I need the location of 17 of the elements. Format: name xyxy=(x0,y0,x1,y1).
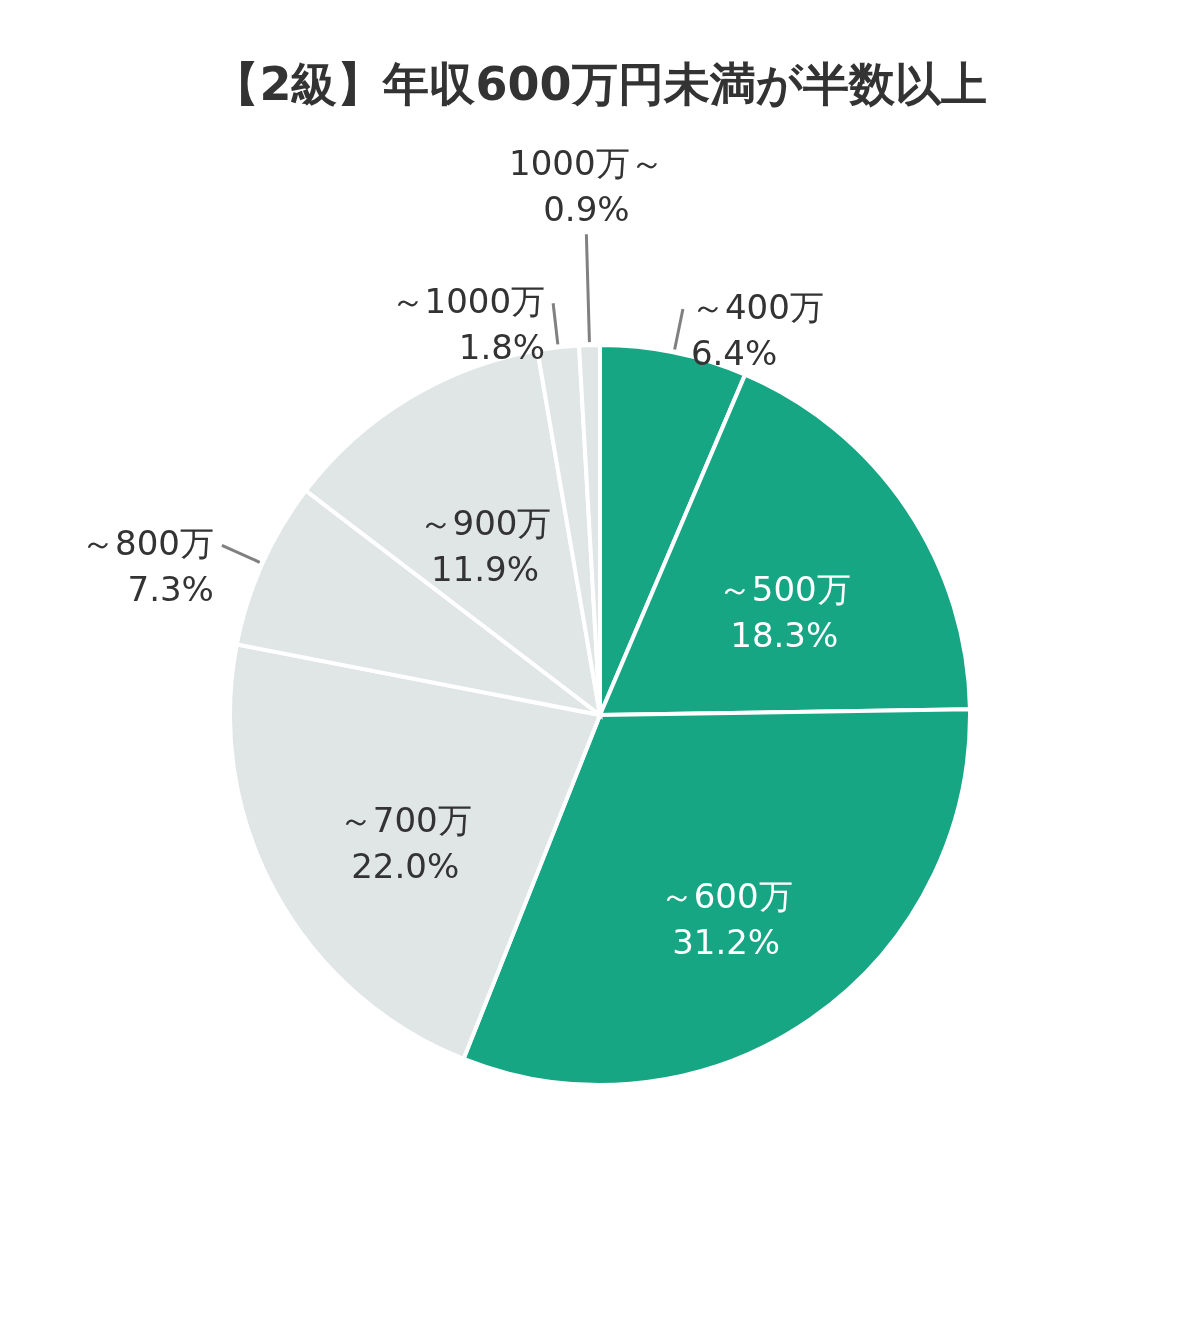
slice-label: ～600万 xyxy=(659,875,793,916)
data-label: 1.8% xyxy=(458,327,546,368)
data-label: 6.4% xyxy=(690,332,778,373)
slice-label: ～500万 xyxy=(717,569,851,610)
data-label: 7.3% xyxy=(127,569,214,610)
slice-label: ～700万 xyxy=(338,799,472,840)
slice-label: ～900万 xyxy=(418,503,552,544)
chart-title: 【2級】年収600万円未満が半数以上 xyxy=(213,57,987,111)
data-label: 0.9% xyxy=(543,189,630,230)
slice-label: ～400万 xyxy=(690,286,824,327)
data-label: 31.2% xyxy=(672,921,781,962)
slice-label: 1000万～ xyxy=(509,143,664,184)
data-label: 11.9% xyxy=(430,549,539,590)
data-label: 18.3% xyxy=(730,615,839,656)
slice-label: ～800万 xyxy=(81,523,214,564)
slice-label: ～1000万 xyxy=(390,281,546,322)
data-label: 22.0% xyxy=(351,845,460,886)
